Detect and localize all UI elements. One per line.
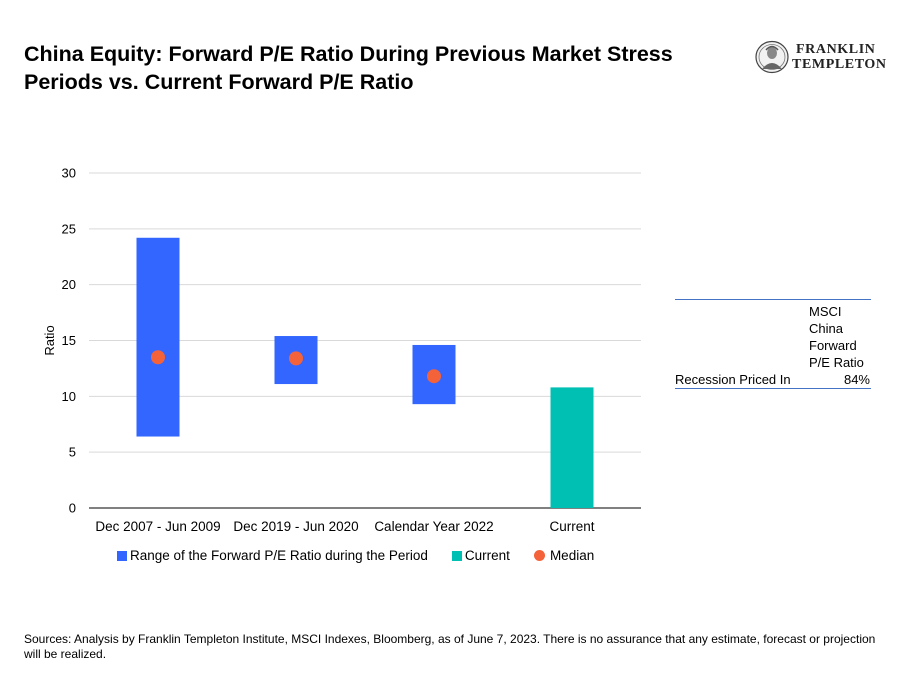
legend-item-range: Range of the Forward P/E Ratio during th… — [117, 548, 428, 563]
x-category-label: Dec 2019 - Jun 2020 — [233, 519, 358, 534]
legend-label-range: Range of the Forward P/E Ratio during th… — [130, 548, 428, 563]
median-point — [427, 369, 441, 384]
y-tick-label: 30 — [62, 166, 76, 181]
x-category-label: Dec 2007 - Jun 2009 — [95, 519, 220, 534]
logo-line-2: TEMPLETON — [792, 57, 887, 72]
side-table-header-line: MSCI — [809, 304, 842, 319]
side-table-header-line: P/E Ratio — [809, 355, 864, 370]
legend-swatch-current — [451, 550, 462, 561]
side-table-row-value: 84% — [843, 372, 870, 387]
page-title: China Equity: Forward P/E Ratio During P… — [24, 42, 673, 94]
range-bar — [136, 237, 180, 437]
side-table-column-header: MSCI China Forward P/E Ratio — [675, 300, 871, 371]
pe-ratio-chart: 0 5 10 15 20 25 30 Ratio Dec 2007 - Jun 2009 Dec … — [42, 166, 641, 534]
franklin-portrait-icon — [755, 40, 789, 74]
side-table-row: Recession Priced In 84% — [675, 371, 871, 388]
logo-line-1: FRANKLIN — [796, 42, 876, 57]
median-point — [289, 351, 303, 366]
current-bar — [550, 387, 594, 508]
legend-label-median: Median — [549, 548, 595, 563]
chart-legend: Range of the Forward P/E Ratio during th… — [117, 548, 618, 563]
y-tick-label: 10 — [62, 389, 76, 404]
median-point — [151, 350, 165, 365]
legend-label-current: Current — [464, 548, 510, 563]
y-tick-label: 5 — [69, 445, 76, 460]
side-table-header-line: China — [809, 321, 843, 336]
y-axis-title: Ratio — [42, 325, 57, 355]
legend-swatch-range — [117, 550, 127, 561]
sources-note: Sources: Analysis by Franklin Templeton … — [24, 632, 876, 661]
side-table-row-label: Recession Priced In — [675, 372, 791, 387]
side-table-header-line: Forward — [809, 338, 857, 353]
y-tick-label: 0 — [69, 501, 76, 516]
y-tick-label: 15 — [62, 333, 76, 348]
y-tick-label: 20 — [62, 277, 76, 292]
legend-item-median: Median — [533, 548, 595, 563]
legend-swatch-median — [533, 550, 545, 561]
recession-priced-in-table: MSCI China Forward P/E Ratio Recession P… — [675, 299, 871, 389]
franklin-templeton-logo: FRANKLIN TEMPLETON — [752, 40, 902, 76]
x-category-label: Current — [549, 519, 594, 534]
legend-item-current: Current — [451, 548, 510, 563]
y-tick-label: 25 — [62, 221, 76, 236]
x-category-label: Calendar Year 2022 — [374, 519, 493, 534]
